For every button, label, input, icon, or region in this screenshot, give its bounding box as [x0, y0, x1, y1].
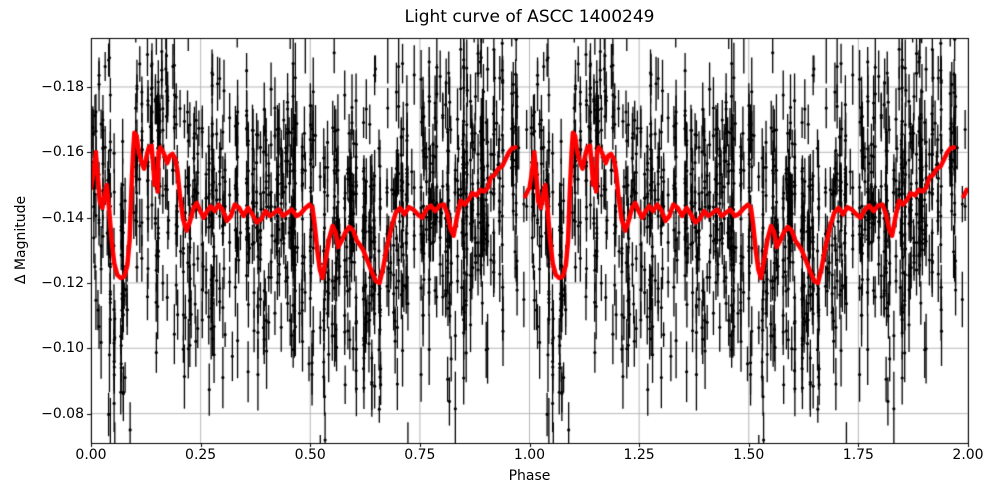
y-tick-label: −0.18: [41, 78, 84, 95]
x-tick-label: 0.00: [75, 447, 107, 463]
x-tick-label: 0.50: [294, 447, 326, 463]
x-axis-label: Phase: [508, 468, 551, 484]
y-tick-label: −0.12: [41, 274, 84, 291]
x-tick-label: 1.75: [842, 447, 874, 463]
y-tick-label: −0.10: [41, 340, 84, 357]
x-tick-label: 0.25: [185, 447, 217, 463]
x-tick-label: 0.75: [404, 447, 436, 463]
x-tick-label: 2.00: [952, 447, 984, 463]
x-tick-label: 1.25: [623, 447, 655, 463]
y-tick-label: −0.14: [41, 209, 84, 226]
chart-title: Light curve of ASCC 1400249: [404, 7, 655, 27]
y-tick-label: −0.08: [41, 405, 84, 422]
x-tick-label: 1.50: [733, 447, 765, 463]
x-tick-label: 1.00: [513, 447, 546, 463]
y-tick-label: −0.16: [41, 144, 84, 161]
